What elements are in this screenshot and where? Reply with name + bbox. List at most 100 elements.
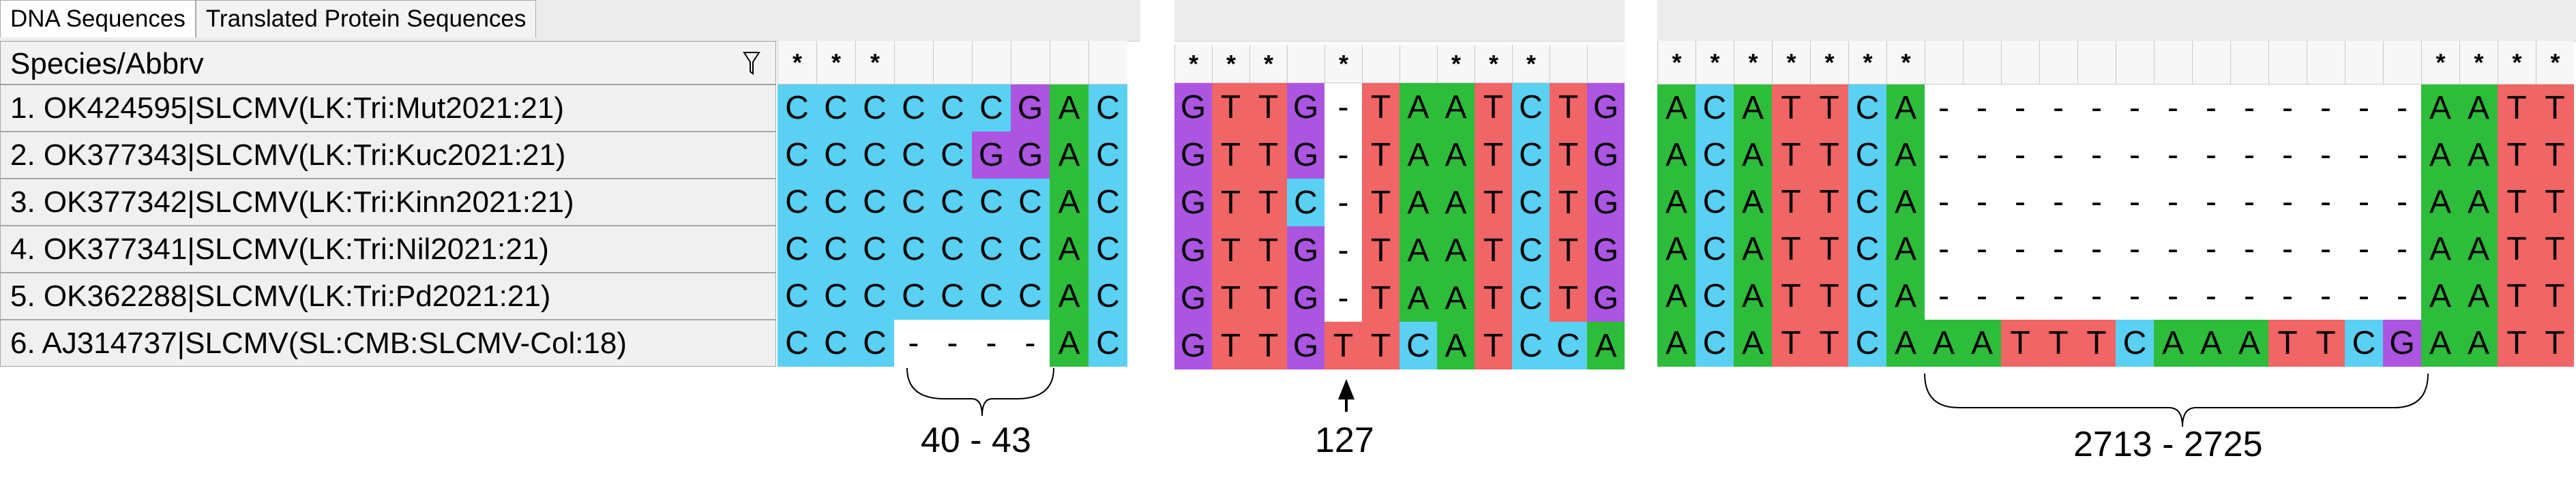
gap-cell[interactable]: - [1925,273,1963,320]
nucleotide-cell[interactable]: C [894,179,933,226]
nucleotide-cell[interactable]: A [1050,226,1089,273]
nucleotide-cell[interactable]: C [933,132,972,179]
gap-cell[interactable]: - [1925,85,1963,132]
nucleotide-cell[interactable]: T [1324,322,1362,369]
nucleotide-cell[interactable]: C [816,85,855,132]
nucleotide-cell[interactable]: G [1587,83,1625,131]
nucleotide-cell[interactable]: C [1011,226,1050,273]
gap-cell[interactable]: - [1963,226,2001,273]
gap-cell[interactable]: - [2268,85,2307,132]
nucleotide-cell[interactable]: C [1848,273,1886,320]
nucleotide-cell[interactable]: C [933,226,972,273]
nucleotide-cell[interactable]: A [2459,179,2498,226]
nucleotide-cell[interactable]: C [1696,273,1734,320]
gap-cell[interactable]: - [2230,132,2268,179]
nucleotide-cell[interactable]: T [1212,226,1249,274]
nucleotide-cell[interactable]: A [2459,226,2498,273]
nucleotide-cell[interactable]: T [1550,83,1587,131]
nucleotide-cell[interactable]: C [1512,226,1550,274]
gap-cell[interactable]: - [2116,179,2154,226]
gap-cell[interactable]: - [2116,132,2154,179]
nucleotide-cell[interactable]: T [2536,273,2574,320]
nucleotide-cell[interactable]: T [1362,274,1400,322]
gap-cell[interactable]: - [2383,273,2421,320]
nucleotide-cell[interactable]: T [1212,274,1249,322]
nucleotide-cell[interactable]: A [1050,132,1089,179]
nucleotide-cell[interactable]: T [1212,83,1249,131]
nucleotide-cell[interactable]: A [2230,320,2268,367]
gap-cell[interactable]: - [2154,85,2192,132]
nucleotide-cell[interactable]: C [1512,179,1550,226]
gap-cell[interactable]: - [1925,132,1963,179]
nucleotide-cell[interactable]: T [2536,320,2574,367]
nucleotide-cell[interactable]: A [1657,320,1696,367]
nucleotide-cell[interactable]: A [2421,179,2459,226]
nucleotide-cell[interactable]: T [2077,320,2116,367]
gap-cell[interactable]: - [2268,273,2307,320]
gap-cell[interactable]: - [2001,132,2039,179]
gap-cell[interactable]: - [972,320,1011,367]
nucleotide-cell[interactable]: T [2268,320,2307,367]
nucleotide-cell[interactable]: C [855,132,894,179]
gap-cell[interactable]: - [2116,226,2154,273]
nucleotide-cell[interactable]: T [1810,85,1848,132]
nucleotide-cell[interactable]: C [1287,179,1324,226]
nucleotide-cell[interactable]: C [2345,320,2383,367]
nucleotide-cell[interactable]: A [1657,132,1696,179]
gap-cell[interactable]: - [2230,226,2268,273]
nucleotide-cell[interactable]: T [2536,179,2574,226]
nucleotide-cell[interactable]: G [2383,320,2421,367]
nucleotide-cell[interactable]: A [1437,131,1475,179]
nucleotide-cell[interactable]: A [1400,274,1437,322]
nucleotide-cell[interactable]: T [2498,179,2536,226]
nucleotide-cell[interactable]: T [1249,83,1287,131]
gap-cell[interactable]: - [2268,179,2307,226]
gap-cell[interactable]: - [1963,273,2001,320]
gap-cell[interactable]: - [2307,85,2345,132]
nucleotide-cell[interactable]: C [1089,85,1127,132]
gap-cell[interactable]: - [2268,226,2307,273]
gap-cell[interactable]: - [933,320,972,367]
gap-cell[interactable]: - [2039,179,2077,226]
nucleotide-cell[interactable]: T [1550,179,1587,226]
nucleotide-cell[interactable]: C [972,273,1011,320]
gap-cell[interactable]: - [894,320,933,367]
gap-cell[interactable]: - [2383,132,2421,179]
gap-cell[interactable]: - [2001,273,2039,320]
gap-cell[interactable]: - [1963,85,2001,132]
nucleotide-cell[interactable]: C [816,273,855,320]
nucleotide-cell[interactable]: T [1772,179,1810,226]
nucleotide-cell[interactable]: T [2001,320,2039,367]
gap-cell[interactable]: - [1324,83,1362,131]
nucleotide-cell[interactable]: A [1400,179,1437,226]
nucleotide-cell[interactable]: G [972,132,1011,179]
nucleotide-cell[interactable]: G [1174,274,1212,322]
nucleotide-cell[interactable]: C [1696,226,1734,273]
nucleotide-cell[interactable]: C [933,273,972,320]
nucleotide-cell[interactable]: C [1848,85,1886,132]
nucleotide-cell[interactable]: A [1886,226,1925,273]
nucleotide-cell[interactable]: T [1362,179,1400,226]
gap-cell[interactable]: - [2383,179,2421,226]
nucleotide-cell[interactable]: T [1475,131,1512,179]
nucleotide-cell[interactable]: T [2498,132,2536,179]
nucleotide-cell[interactable]: A [1734,85,1772,132]
gap-cell[interactable]: - [2345,132,2383,179]
nucleotide-cell[interactable]: T [1249,226,1287,274]
nucleotide-cell[interactable]: G [1587,274,1625,322]
nucleotide-cell[interactable]: A [1886,273,1925,320]
nucleotide-cell[interactable]: A [1734,226,1772,273]
nucleotide-cell[interactable]: C [2116,320,2154,367]
nucleotide-cell[interactable]: C [1512,131,1550,179]
gap-cell[interactable]: - [2001,226,2039,273]
nucleotide-cell[interactable]: C [1550,322,1587,369]
nucleotide-cell[interactable]: C [972,179,1011,226]
nucleotide-cell[interactable]: A [1050,273,1089,320]
gap-cell[interactable]: - [2154,226,2192,273]
nucleotide-cell[interactable]: T [1550,274,1587,322]
nucleotide-cell[interactable]: C [816,179,855,226]
nucleotide-cell[interactable]: A [1886,85,1925,132]
nucleotide-cell[interactable]: T [1475,179,1512,226]
nucleotide-cell[interactable]: A [1437,83,1475,131]
nucleotide-cell[interactable]: C [933,85,972,132]
